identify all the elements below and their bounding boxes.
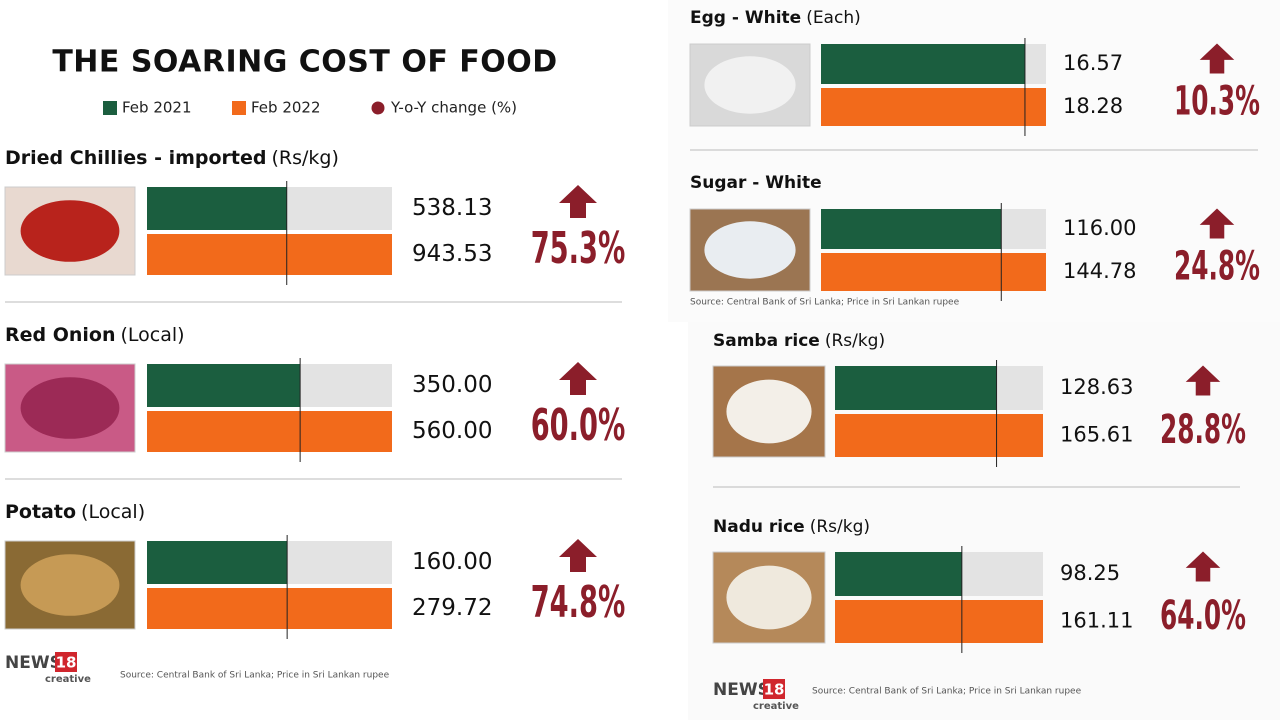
logo-number: 18 bbox=[764, 681, 785, 699]
change-label: 75.3% bbox=[531, 222, 626, 274]
bar-feb-2022 bbox=[821, 253, 1046, 291]
item-name-main: Dried Chillies - imported bbox=[5, 147, 267, 169]
change-arrow bbox=[1185, 365, 1221, 396]
item-photo-detail bbox=[726, 565, 812, 630]
item-name-main: Red Onion bbox=[5, 324, 116, 346]
bar-feb-2021 bbox=[147, 541, 288, 584]
value-feb-2022: 279.72 bbox=[412, 595, 492, 621]
value-feb-2021: 16.57 bbox=[1063, 51, 1123, 75]
source-note: Source: Central Bank of Sri Lanka; Price… bbox=[690, 298, 960, 308]
item-name-main: Samba rice bbox=[713, 331, 820, 351]
item-name-unit: (Rs/kg) bbox=[810, 517, 870, 537]
logo-name: NEWS bbox=[5, 653, 62, 673]
item-name: Sugar - White bbox=[690, 173, 822, 193]
item-name-unit: (Local) bbox=[81, 501, 145, 523]
item-photo-detail bbox=[20, 200, 120, 262]
bar-feb-2021 bbox=[821, 44, 1025, 84]
value-feb-2021: 128.63 bbox=[1060, 375, 1133, 399]
source-note: Source: Central Bank of Sri Lanka; Price… bbox=[812, 687, 1082, 697]
item-photo-detail bbox=[726, 379, 812, 444]
change-arrow bbox=[1199, 208, 1235, 239]
value-feb-2022: 943.53 bbox=[412, 241, 492, 267]
item-name-main: Sugar - White bbox=[690, 173, 822, 193]
change-label: 10.3% bbox=[1174, 77, 1260, 124]
bar-feb-2022 bbox=[147, 234, 392, 275]
item-name-main: Potato bbox=[5, 501, 76, 523]
legend-label: Feb 2022 bbox=[251, 99, 321, 117]
value-feb-2021: 160.00 bbox=[412, 549, 492, 575]
item-photo-detail bbox=[20, 377, 120, 439]
change-arrow bbox=[559, 539, 597, 572]
value-feb-2021: 116.00 bbox=[1063, 216, 1136, 240]
change-label: 60.0% bbox=[531, 399, 626, 451]
item-name: Samba rice (Rs/kg) bbox=[713, 331, 885, 351]
legend-swatch bbox=[371, 101, 385, 115]
change-arrow bbox=[1199, 43, 1235, 74]
logo-badge bbox=[763, 679, 785, 699]
value-feb-2021: 98.25 bbox=[1060, 561, 1120, 585]
logo-number: 18 bbox=[56, 654, 77, 672]
bar-feb-2021 bbox=[147, 187, 287, 230]
bar-feb-2022 bbox=[147, 411, 392, 452]
item-name-main: Nadu rice bbox=[713, 517, 805, 537]
bar-feb-2021 bbox=[147, 364, 301, 407]
value-feb-2022: 144.78 bbox=[1063, 259, 1136, 283]
legend-label: Feb 2021 bbox=[122, 99, 192, 117]
item-name: Potato (Local) bbox=[5, 501, 145, 523]
bar-feb-2022 bbox=[147, 588, 392, 629]
item-name-unit: (Rs/kg) bbox=[272, 147, 339, 169]
change-label: 74.8% bbox=[531, 576, 626, 628]
legend-swatch bbox=[232, 101, 246, 115]
change-arrow bbox=[559, 185, 597, 218]
change-label: 24.8% bbox=[1174, 242, 1260, 289]
item-name-main: Egg - White bbox=[690, 8, 801, 28]
bar-feb-2021 bbox=[835, 366, 997, 410]
logo-badge bbox=[55, 652, 77, 672]
legend-swatch bbox=[103, 101, 117, 115]
value-feb-2021: 538.13 bbox=[412, 195, 492, 221]
value-feb-2021: 350.00 bbox=[412, 372, 492, 398]
legend-label: Y-o-Y change (%) bbox=[390, 99, 517, 117]
bar-feb-2022 bbox=[835, 600, 1043, 643]
item-photo-detail bbox=[704, 56, 796, 114]
item-name: Dried Chillies - imported (Rs/kg) bbox=[5, 147, 339, 169]
item-name-unit: (Rs/kg) bbox=[825, 331, 885, 351]
source-note: Source: Central Bank of Sri Lanka; Price… bbox=[120, 671, 390, 681]
item-photo-detail bbox=[704, 221, 796, 279]
bar-feb-2021 bbox=[821, 209, 1002, 249]
item-name: Nadu rice (Rs/kg) bbox=[713, 517, 870, 537]
value-feb-2022: 165.61 bbox=[1060, 423, 1133, 447]
item-name: Red Onion (Local) bbox=[5, 324, 185, 346]
bar-feb-2022 bbox=[821, 88, 1046, 126]
logo-tag: creative bbox=[45, 674, 91, 685]
change-label: 64.0% bbox=[1160, 592, 1246, 639]
logo-tag: creative bbox=[753, 701, 799, 712]
bar-feb-2021 bbox=[835, 552, 962, 596]
logo-name: NEWS bbox=[713, 680, 770, 700]
change-arrow bbox=[1185, 551, 1221, 582]
change-arrow bbox=[559, 362, 597, 395]
value-feb-2022: 161.11 bbox=[1060, 609, 1133, 633]
value-feb-2022: 18.28 bbox=[1063, 94, 1123, 118]
item-name-unit: (Each) bbox=[806, 8, 861, 28]
item-name: Egg - White (Each) bbox=[690, 8, 861, 28]
title: THE SOARING COST OF FOOD bbox=[52, 45, 557, 80]
value-feb-2022: 560.00 bbox=[412, 418, 492, 444]
change-label: 28.8% bbox=[1160, 406, 1246, 453]
item-photo-detail bbox=[20, 554, 120, 616]
bar-feb-2022 bbox=[835, 414, 1043, 457]
item-name-unit: (Local) bbox=[121, 324, 185, 346]
